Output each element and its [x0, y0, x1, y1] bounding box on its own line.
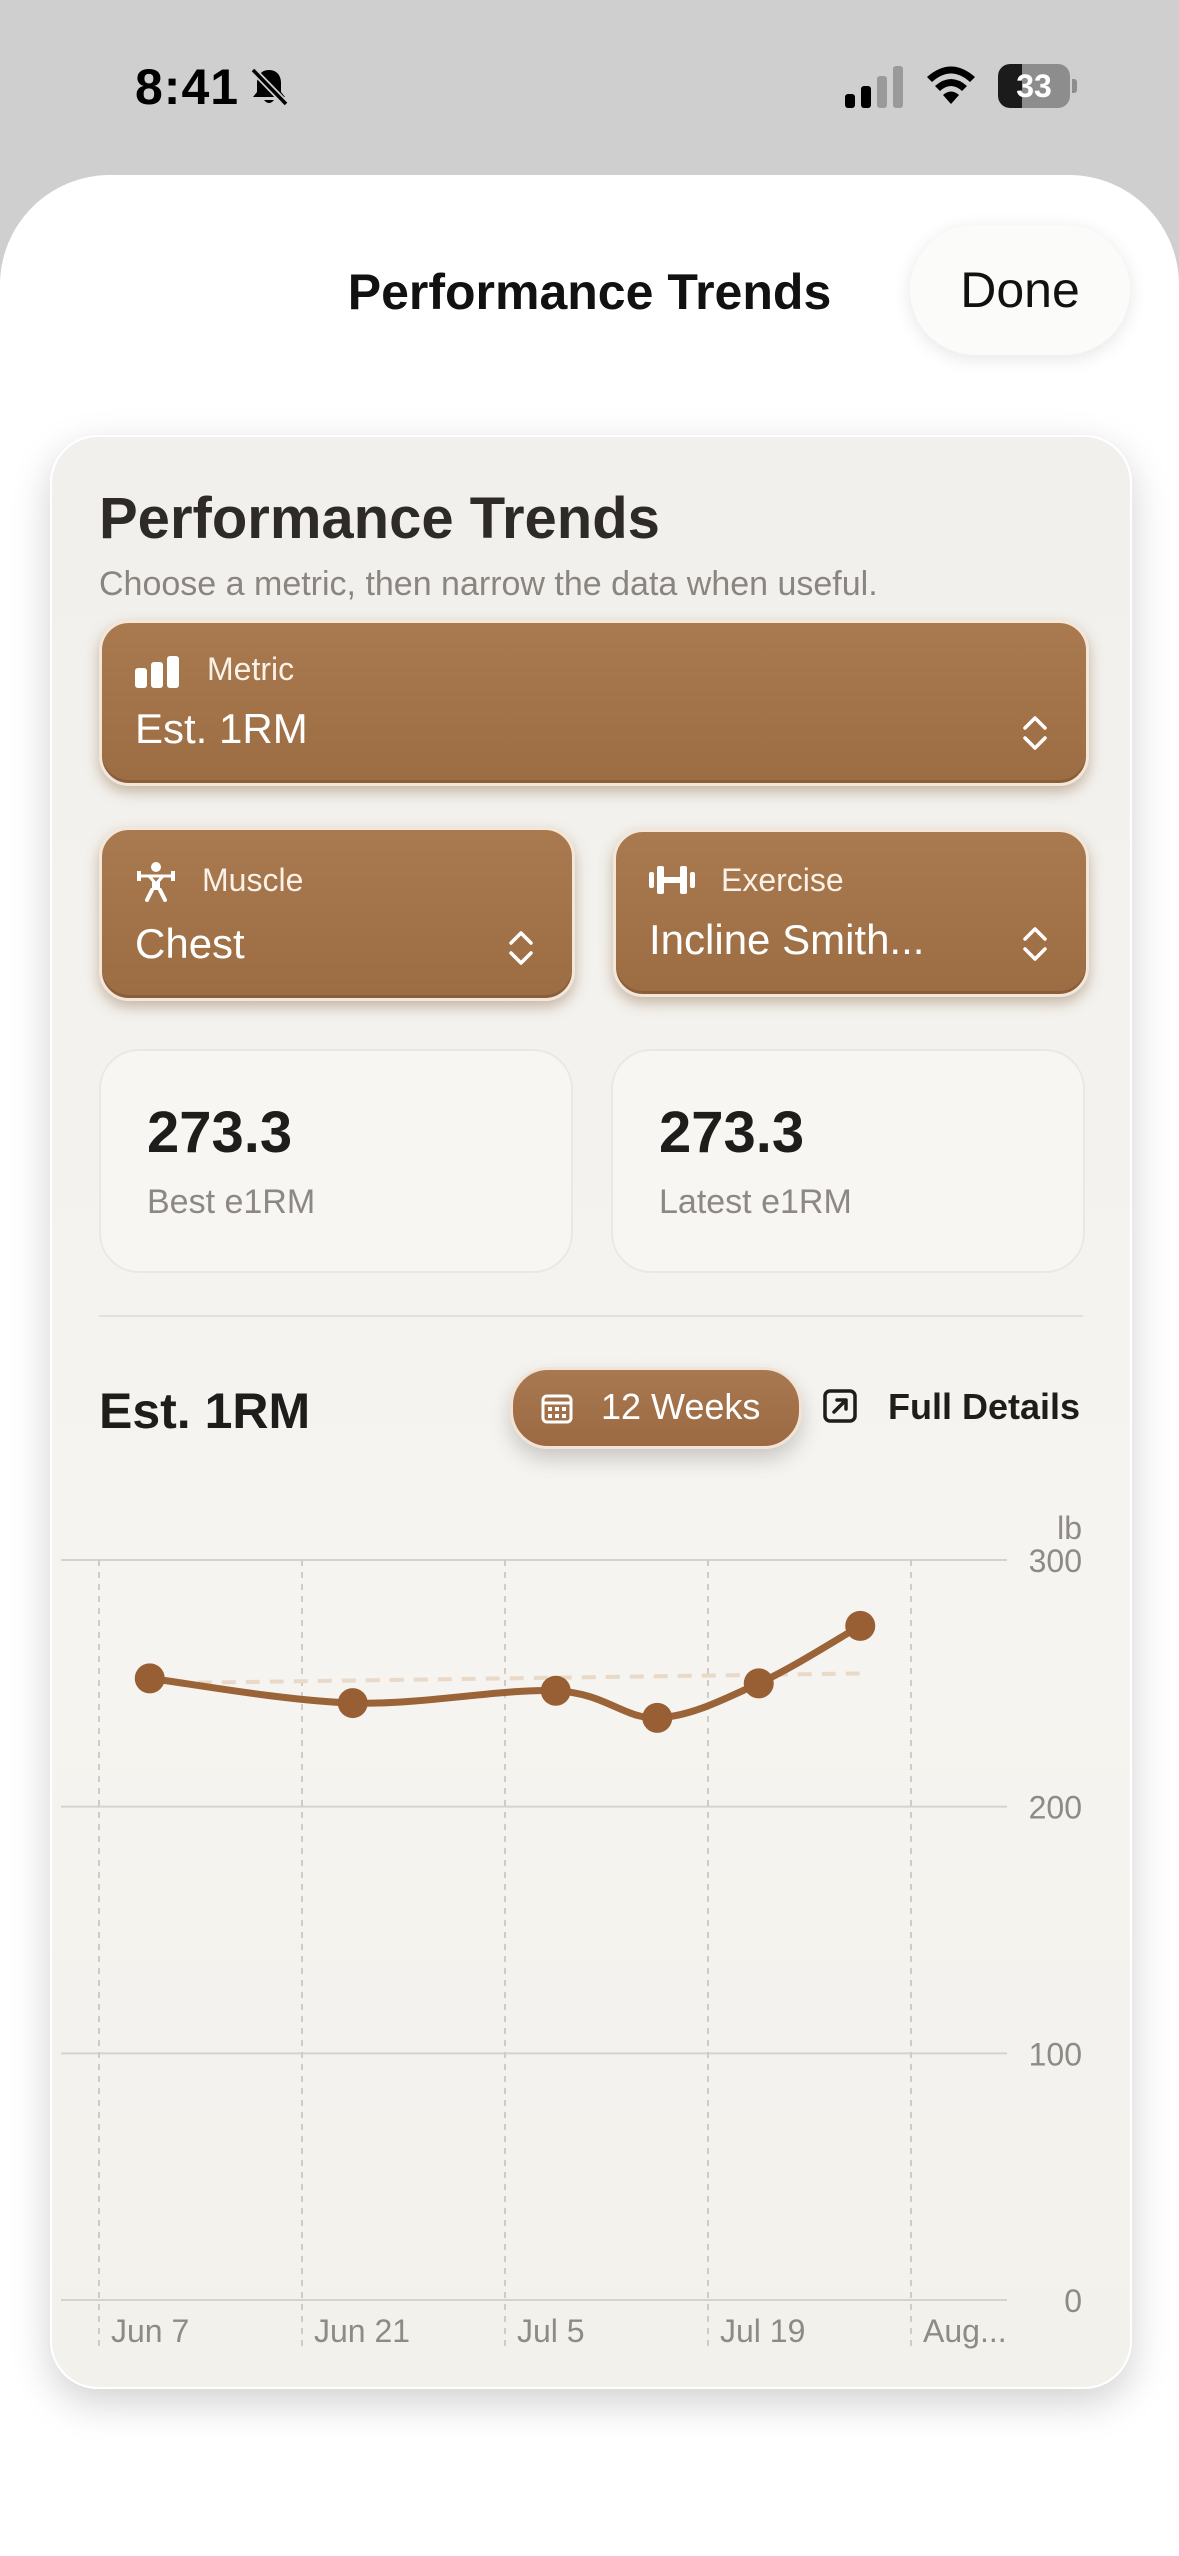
status-bar: 8:41 33 — [0, 0, 1179, 175]
calendar-icon — [541, 1394, 573, 1424]
muscle-picker[interactable]: Muscle Chest — [99, 827, 575, 1001]
latest-e1rm-card: 273.3 Latest e1RM — [611, 1049, 1085, 1273]
best-e1rm-caption: Best e1RM — [147, 1183, 316, 1221]
latest-e1rm-value: 273.3 — [659, 1100, 805, 1165]
bell-slash-icon — [250, 67, 289, 107]
x-tick-label: Aug... — [923, 2313, 1007, 2349]
e1rm-line-chart: 0 100 200 300 Jun 7 Jun 21 Jul 5 Jul 19 Aug... l… — [61, 1510, 1082, 2350]
done-button[interactable]: Done — [910, 225, 1130, 355]
status-time: 8:41 — [135, 59, 240, 115]
exercise-label: Exercise — [721, 862, 844, 898]
x-tick-label: Jun 7 — [111, 2313, 189, 2349]
exercise-value: Incline Smith... — [649, 916, 925, 963]
metric-picker[interactable]: Metric Est. 1RM — [99, 620, 1089, 786]
y-tick-label: 200 — [1029, 1790, 1082, 1826]
figure-lifting-icon — [137, 862, 175, 902]
divider — [99, 1315, 1083, 1317]
y-tick-label: 300 — [1029, 1543, 1082, 1579]
best-e1rm-value: 273.3 — [147, 1100, 293, 1165]
y-tick-label: 100 — [1029, 2036, 1082, 2072]
chart-title: Est. 1RM — [99, 1383, 311, 1439]
range-picker-button[interactable]: 12 Weeks — [510, 1367, 802, 1449]
exercise-picker[interactable]: Exercise Incline Smith... — [613, 829, 1089, 997]
metric-label: Metric — [207, 651, 295, 687]
range-label: 12 Weeks — [601, 1386, 761, 1427]
dumbbell-icon — [649, 866, 695, 894]
best-e1rm-card: 273.3 Best e1RM — [99, 1049, 573, 1273]
latest-e1rm-caption: Latest e1RM — [659, 1183, 852, 1221]
metric-value: Est. 1RM — [135, 705, 308, 752]
card-subtitle: Choose a metric, then narrow the data wh… — [99, 565, 878, 603]
wifi-icon — [927, 66, 975, 104]
chart-bars-icon — [135, 656, 179, 688]
y-axis-unit: lb — [1057, 1510, 1082, 1546]
performance-card: Performance Trends Choose a metric, then… — [50, 435, 1132, 2389]
sheet-title: Performance Trends — [347, 264, 832, 320]
data-point[interactable] — [134, 1663, 165, 1694]
chevron-up-down-icon — [1023, 927, 1047, 961]
x-tick-label: Jun 21 — [314, 2313, 410, 2349]
battery-fill — [998, 64, 1022, 108]
chevron-up-down-icon — [1023, 716, 1047, 750]
battery-level: 33 — [1016, 68, 1052, 104]
battery-icon: 33 — [998, 64, 1078, 108]
card-title: Performance Trends — [99, 486, 660, 551]
x-tick-label: Jul 19 — [720, 2313, 805, 2349]
chevron-up-down-icon — [509, 931, 533, 965]
data-point[interactable] — [642, 1702, 673, 1733]
full-details-label: Full Details — [888, 1386, 1081, 1427]
external-link-icon — [823, 1389, 857, 1423]
data-point[interactable] — [743, 1668, 774, 1699]
sheet: Performance Trends Done Performance Tren… — [0, 175, 1179, 2556]
y-tick-label: 0 — [1064, 2283, 1082, 2319]
data-point[interactable] — [337, 1688, 368, 1719]
x-tick-label: Jul 5 — [517, 2313, 585, 2349]
muscle-value: Chest — [135, 920, 245, 967]
data-point[interactable] — [845, 1610, 876, 1641]
signal-icon — [845, 66, 903, 108]
data-point[interactable] — [540, 1675, 571, 1706]
muscle-label: Muscle — [202, 862, 304, 898]
